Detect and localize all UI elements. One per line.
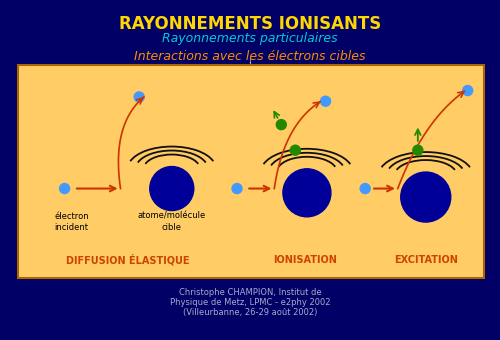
- Circle shape: [134, 92, 144, 102]
- Text: atome/molécule
cible: atome/molécule cible: [138, 212, 206, 232]
- Circle shape: [150, 167, 194, 210]
- Circle shape: [276, 120, 286, 130]
- Text: Physique de Metz, LPMC - e2phy 2002: Physique de Metz, LPMC - e2phy 2002: [170, 298, 330, 307]
- Circle shape: [360, 184, 370, 193]
- Text: EXCITATION: EXCITATION: [394, 255, 458, 265]
- Circle shape: [462, 86, 472, 96]
- Circle shape: [320, 96, 330, 106]
- Text: Christophe CHAMPION, Institut de: Christophe CHAMPION, Institut de: [178, 288, 322, 297]
- Circle shape: [401, 172, 451, 222]
- Circle shape: [60, 184, 70, 193]
- Text: IONISATION: IONISATION: [272, 255, 336, 265]
- Circle shape: [232, 184, 242, 193]
- Text: Rayonnements particulaires: Rayonnements particulaires: [162, 32, 338, 45]
- Circle shape: [283, 169, 331, 217]
- Circle shape: [290, 145, 300, 155]
- Text: Interactions avec les électrons cibles: Interactions avec les électrons cibles: [134, 50, 366, 63]
- Text: (Villeurbanne, 26-29 août 2002): (Villeurbanne, 26-29 août 2002): [183, 308, 317, 317]
- Text: RAYONNEMENTS IONISANTS: RAYONNEMENTS IONISANTS: [119, 15, 381, 33]
- Bar: [18, 65, 484, 278]
- Text: DIFFUSION ÉLASTIQUE: DIFFUSION ÉLASTIQUE: [66, 254, 190, 265]
- Text: électron
incident: électron incident: [54, 212, 89, 232]
- Circle shape: [413, 145, 423, 155]
